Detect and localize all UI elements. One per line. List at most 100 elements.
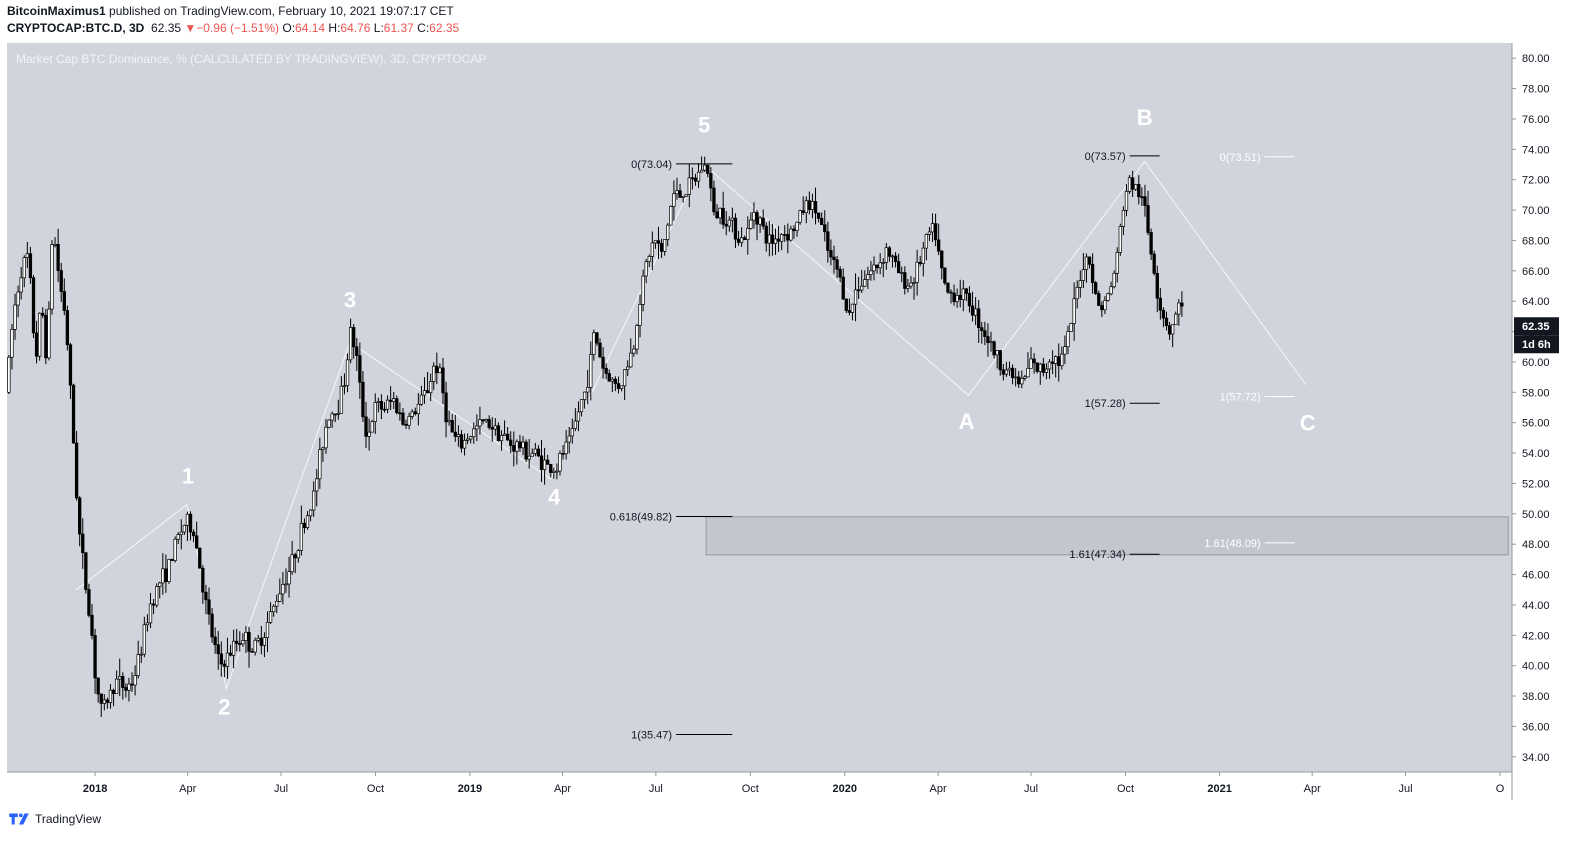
candle-body[interactable] [930,223,935,233]
candle-body[interactable] [635,325,639,350]
candle-body[interactable] [28,253,33,279]
candle-body[interactable] [7,356,11,393]
candle-body[interactable] [595,332,599,344]
symbol-label[interactable]: CRYPTOCAP:BTC.D, 3D [7,21,145,35]
candle-body[interactable] [647,256,651,263]
candle-body[interactable] [302,522,307,528]
candle-body[interactable] [718,207,722,219]
candle-body[interactable] [616,383,621,389]
candle-body[interactable] [512,445,516,452]
candle-body[interactable] [875,264,879,269]
candle-body[interactable] [530,452,534,457]
candle-body[interactable] [582,391,587,400]
candle-body[interactable] [238,643,242,645]
candle-body[interactable] [727,219,731,227]
candle-body[interactable] [321,447,325,450]
candle-body[interactable] [1127,177,1132,192]
candle-body[interactable] [678,190,682,198]
candle-body[interactable] [1063,346,1067,355]
candle-body[interactable] [145,622,150,626]
candle-body[interactable] [22,257,26,279]
author-name[interactable]: BitcoinMaximus1 [7,4,106,18]
candle-body[interactable] [425,390,430,394]
candle-body[interactable] [952,292,956,303]
candle-body[interactable] [447,420,451,423]
candle-body[interactable] [361,381,365,418]
candle-body[interactable] [376,400,380,403]
candle-body[interactable] [161,568,165,584]
candle-body[interactable] [1134,184,1138,190]
candle-body[interactable] [505,433,510,441]
candle-body[interactable] [1001,369,1005,375]
candle-body[interactable] [182,524,187,533]
candle-body[interactable] [943,267,947,284]
candle-body[interactable] [450,420,454,433]
candle-body[interactable] [1066,331,1070,347]
candle-body[interactable] [1090,263,1095,283]
candle-body[interactable] [629,352,633,368]
candle-body[interactable] [342,385,347,388]
candle-body[interactable] [1084,256,1089,270]
candle-body[interactable] [250,650,254,653]
current-price-tag[interactable] [1514,317,1559,336]
candle-body[interactable] [1155,273,1159,299]
candle-body[interactable] [973,308,978,316]
candle-body[interactable] [663,239,667,252]
candle-body[interactable] [977,308,981,328]
candle-body[interactable] [835,259,839,270]
candle-body[interactable] [388,399,393,402]
footer-brand[interactable]: TradingView [8,812,101,826]
candle-body[interactable] [121,676,125,688]
candle-body[interactable] [404,424,408,426]
candle-body[interactable] [339,385,344,414]
candle-body[interactable] [336,412,340,415]
candle-body[interactable] [933,223,938,241]
candle-body[interactable] [324,426,328,449]
candle-body[interactable] [47,308,51,359]
candle-body[interactable] [1152,253,1156,274]
candle-body[interactable] [502,433,507,436]
candle-body[interactable] [915,261,919,283]
candle-body[interactable] [872,264,876,272]
candle-body[interactable] [475,425,479,430]
candle-body[interactable] [1054,356,1058,364]
candle-body[interactable] [398,412,402,415]
candle-body[interactable] [222,663,227,667]
candle-body[interactable] [900,272,904,274]
candle-body[interactable] [185,513,190,526]
candle-body[interactable] [407,416,411,426]
candle-body[interactable] [259,637,263,646]
candle-body[interactable] [613,378,618,384]
candle-body[interactable] [586,387,590,393]
candle-body[interactable] [136,654,140,676]
candle-body[interactable] [1137,184,1141,198]
candle-body[interactable] [721,207,725,225]
candle-body[interactable] [56,243,60,271]
candle-body[interactable] [841,276,845,300]
candle-body[interactable] [410,411,414,417]
candle-body[interactable] [278,593,282,602]
candle-body[interactable] [863,279,867,287]
candle-body[interactable] [358,355,362,383]
candle-body[interactable] [167,559,171,582]
candle-body[interactable] [1038,363,1042,372]
candle-body[interactable] [65,310,70,346]
candle-body[interactable] [1177,302,1181,315]
candle-body[interactable] [124,687,128,691]
candle-body[interactable] [1112,272,1116,288]
candle-body[interactable] [419,394,424,405]
candle-body[interactable] [385,399,390,410]
candle-body[interactable] [99,693,103,704]
candle-body[interactable] [1004,369,1009,375]
candle-body[interactable] [1180,302,1184,307]
candle-body[interactable] [992,341,996,356]
candle-body[interactable] [111,689,116,695]
candle-body[interactable] [1174,313,1178,326]
candle-body[interactable] [401,412,405,425]
candle-body[interactable] [413,411,417,415]
candle-body[interactable] [195,535,199,549]
candle-body[interactable] [878,262,882,269]
candle-body[interactable] [1118,226,1122,253]
candle-body[interactable] [493,425,497,430]
candle-body[interactable] [74,442,79,499]
